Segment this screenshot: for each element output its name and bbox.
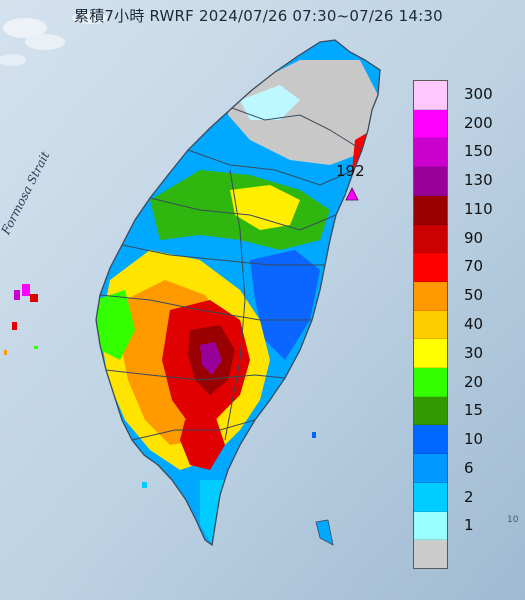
legend-swatch <box>414 396 447 426</box>
legend-swatch <box>414 81 447 110</box>
legend-label: 15 <box>464 401 484 420</box>
county-boundaries <box>95 39 381 547</box>
color-legend <box>413 80 448 569</box>
offshore-echoes <box>4 284 334 546</box>
legend-swatch <box>414 281 447 311</box>
legend-swatch <box>414 224 447 254</box>
legend-swatch <box>414 454 447 483</box>
legend-swatch <box>414 540 447 568</box>
legend-swatch <box>414 425 447 455</box>
legend-swatch <box>414 368 447 397</box>
corner-mark: 10 <box>507 515 519 525</box>
legend-label: 200 <box>464 113 493 132</box>
legend-swatch <box>414 138 447 168</box>
legend-label: 6 <box>464 458 474 477</box>
max-rainfall-value: 192 <box>336 162 365 180</box>
legend-swatch <box>414 167 447 196</box>
legend-swatch <box>414 109 447 139</box>
offshore-clouds <box>0 12 108 66</box>
legend-label <box>464 540 493 569</box>
legend-labels: 300 200 150 130 110 90 70 50 40 30 20 15 10 6 2 1 <box>464 80 493 569</box>
legend-swatch <box>414 310 447 340</box>
map-title: 累積7小時 RWRF 2024/07/26 07:30~07/26 14:30 <box>74 7 443 25</box>
legend-swatch <box>414 511 447 541</box>
legend-label: 2 <box>464 487 474 506</box>
legend-label: 300 <box>464 84 493 103</box>
max-rainfall-marker <box>345 187 359 201</box>
legend-label: 40 <box>464 315 484 333</box>
legend-label: 20 <box>464 372 484 391</box>
legend-swatch <box>414 482 447 512</box>
legend-label: 130 <box>464 171 493 190</box>
legend-label: 10 <box>464 430 484 449</box>
legend-label: 30 <box>464 343 484 362</box>
legend-label: 70 <box>464 257 484 276</box>
legend-label: 90 <box>464 228 484 247</box>
legend-swatch <box>414 195 447 225</box>
legend-label: 110 <box>464 199 493 218</box>
legend-label: 150 <box>464 142 493 161</box>
legend-label: 1 <box>464 516 474 535</box>
legend-label: 50 <box>464 286 484 305</box>
legend-swatch <box>414 253 447 282</box>
legend-swatch <box>414 339 447 369</box>
